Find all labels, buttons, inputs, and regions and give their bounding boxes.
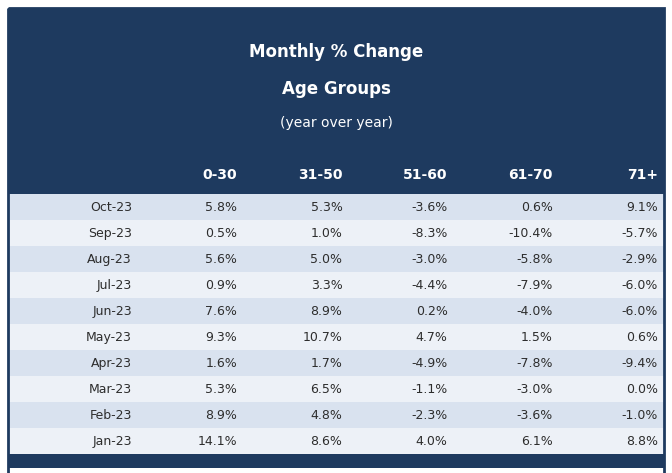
Text: Mar-23: Mar-23 <box>89 383 132 395</box>
Text: -10.4%: -10.4% <box>509 227 553 239</box>
Text: 1.7%: 1.7% <box>310 357 343 369</box>
Text: 0-30: 0-30 <box>202 168 237 182</box>
Text: -9.4%: -9.4% <box>622 357 658 369</box>
Bar <box>8 298 664 324</box>
Text: 14.1%: 14.1% <box>198 435 237 447</box>
Bar <box>8 220 664 246</box>
Text: 1.0%: 1.0% <box>310 227 343 239</box>
Bar <box>8 402 664 428</box>
Text: -4.0%: -4.0% <box>516 305 553 317</box>
Text: -6.0%: -6.0% <box>622 305 658 317</box>
Bar <box>8 156 664 194</box>
Text: -6.0%: -6.0% <box>622 279 658 291</box>
Text: Sep-23: Sep-23 <box>88 227 132 239</box>
Bar <box>8 8 664 156</box>
Text: 4.7%: 4.7% <box>416 331 448 343</box>
Text: 71+: 71+ <box>627 168 658 182</box>
Text: 5.0%: 5.0% <box>310 253 343 265</box>
Text: -3.0%: -3.0% <box>411 253 448 265</box>
Text: 5.6%: 5.6% <box>206 253 237 265</box>
Text: -3.0%: -3.0% <box>516 383 553 395</box>
Text: 8.8%: 8.8% <box>626 435 658 447</box>
Text: 1.5%: 1.5% <box>521 331 553 343</box>
Text: Apr-23: Apr-23 <box>91 357 132 369</box>
Text: -5.8%: -5.8% <box>516 253 553 265</box>
Text: Jul-23: Jul-23 <box>97 279 132 291</box>
Text: 8.9%: 8.9% <box>310 305 343 317</box>
Text: 51-60: 51-60 <box>403 168 448 182</box>
Text: 9.1%: 9.1% <box>626 201 658 213</box>
Text: 10.7%: 10.7% <box>302 331 343 343</box>
Text: 7.6%: 7.6% <box>206 305 237 317</box>
Bar <box>8 194 664 220</box>
Text: -1.0%: -1.0% <box>622 409 658 421</box>
Text: 8.9%: 8.9% <box>206 409 237 421</box>
Text: 4.0%: 4.0% <box>416 435 448 447</box>
Text: 1.6%: 1.6% <box>206 357 237 369</box>
Text: Aug-23: Aug-23 <box>87 253 132 265</box>
Text: -2.9%: -2.9% <box>622 253 658 265</box>
Text: Monthly % Change: Monthly % Change <box>249 44 423 61</box>
Text: 4.8%: 4.8% <box>310 409 343 421</box>
Bar <box>8 376 664 402</box>
Bar <box>8 468 664 473</box>
Bar <box>8 454 664 468</box>
Text: Jan-23: Jan-23 <box>93 435 132 447</box>
Text: 6.1%: 6.1% <box>521 435 553 447</box>
Text: -1.1%: -1.1% <box>411 383 448 395</box>
Text: 0.6%: 0.6% <box>521 201 553 213</box>
Text: -8.3%: -8.3% <box>411 227 448 239</box>
Bar <box>8 350 664 376</box>
Text: 0.9%: 0.9% <box>206 279 237 291</box>
Text: 5.3%: 5.3% <box>310 201 343 213</box>
Text: 9.3%: 9.3% <box>206 331 237 343</box>
Text: Feb-23: Feb-23 <box>89 409 132 421</box>
Text: (year over year): (year over year) <box>280 116 392 131</box>
Text: -7.8%: -7.8% <box>516 357 553 369</box>
Text: 0.0%: 0.0% <box>626 383 658 395</box>
Text: -4.4%: -4.4% <box>411 279 448 291</box>
Text: 6.5%: 6.5% <box>310 383 343 395</box>
Bar <box>8 246 664 272</box>
Bar <box>8 324 664 350</box>
Text: 5.8%: 5.8% <box>205 201 237 213</box>
Text: Oct-23: Oct-23 <box>90 201 132 213</box>
Text: -3.6%: -3.6% <box>411 201 448 213</box>
Bar <box>8 428 664 454</box>
Text: 0.5%: 0.5% <box>205 227 237 239</box>
Text: 5.3%: 5.3% <box>206 383 237 395</box>
Text: May-23: May-23 <box>86 331 132 343</box>
Text: 0.6%: 0.6% <box>626 331 658 343</box>
Text: -7.9%: -7.9% <box>516 279 553 291</box>
Text: -3.6%: -3.6% <box>517 409 553 421</box>
Text: 0.2%: 0.2% <box>416 305 448 317</box>
Text: -4.9%: -4.9% <box>411 357 448 369</box>
Text: Jun-23: Jun-23 <box>92 305 132 317</box>
Text: 61-70: 61-70 <box>509 168 553 182</box>
Text: -5.7%: -5.7% <box>622 227 658 239</box>
Text: 31-50: 31-50 <box>298 168 343 182</box>
Text: 8.6%: 8.6% <box>310 435 343 447</box>
Bar <box>8 272 664 298</box>
Text: -2.3%: -2.3% <box>411 409 448 421</box>
Text: 3.3%: 3.3% <box>310 279 343 291</box>
Text: Age Groups: Age Groups <box>282 80 390 98</box>
